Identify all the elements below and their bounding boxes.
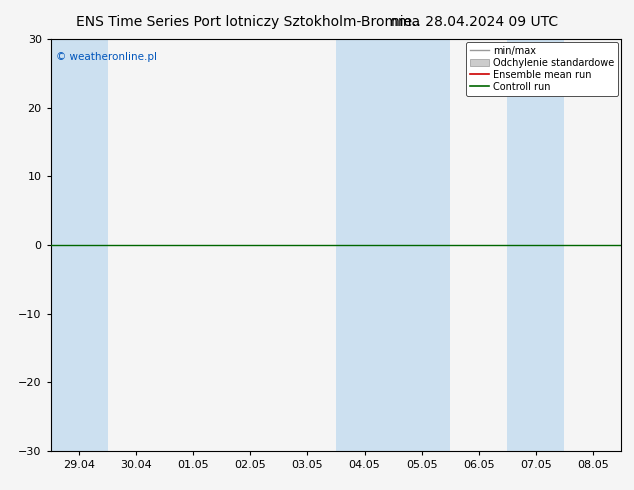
Legend: min/max, Odchylenie standardowe, Ensemble mean run, Controll run: min/max, Odchylenie standardowe, Ensembl… [466, 42, 618, 96]
Bar [507, 39, 564, 451]
Text: © weatheronline.pl: © weatheronline.pl [56, 51, 157, 62]
Text: ENS Time Series Port lotniczy Sztokholm-Bromma: ENS Time Series Port lotniczy Sztokholm-… [76, 15, 420, 29]
Bar [51, 39, 108, 451]
Text: nie.. 28.04.2024 09 UTC: nie.. 28.04.2024 09 UTC [391, 15, 558, 29]
Bar [393, 39, 450, 451]
Bar [336, 39, 393, 451]
